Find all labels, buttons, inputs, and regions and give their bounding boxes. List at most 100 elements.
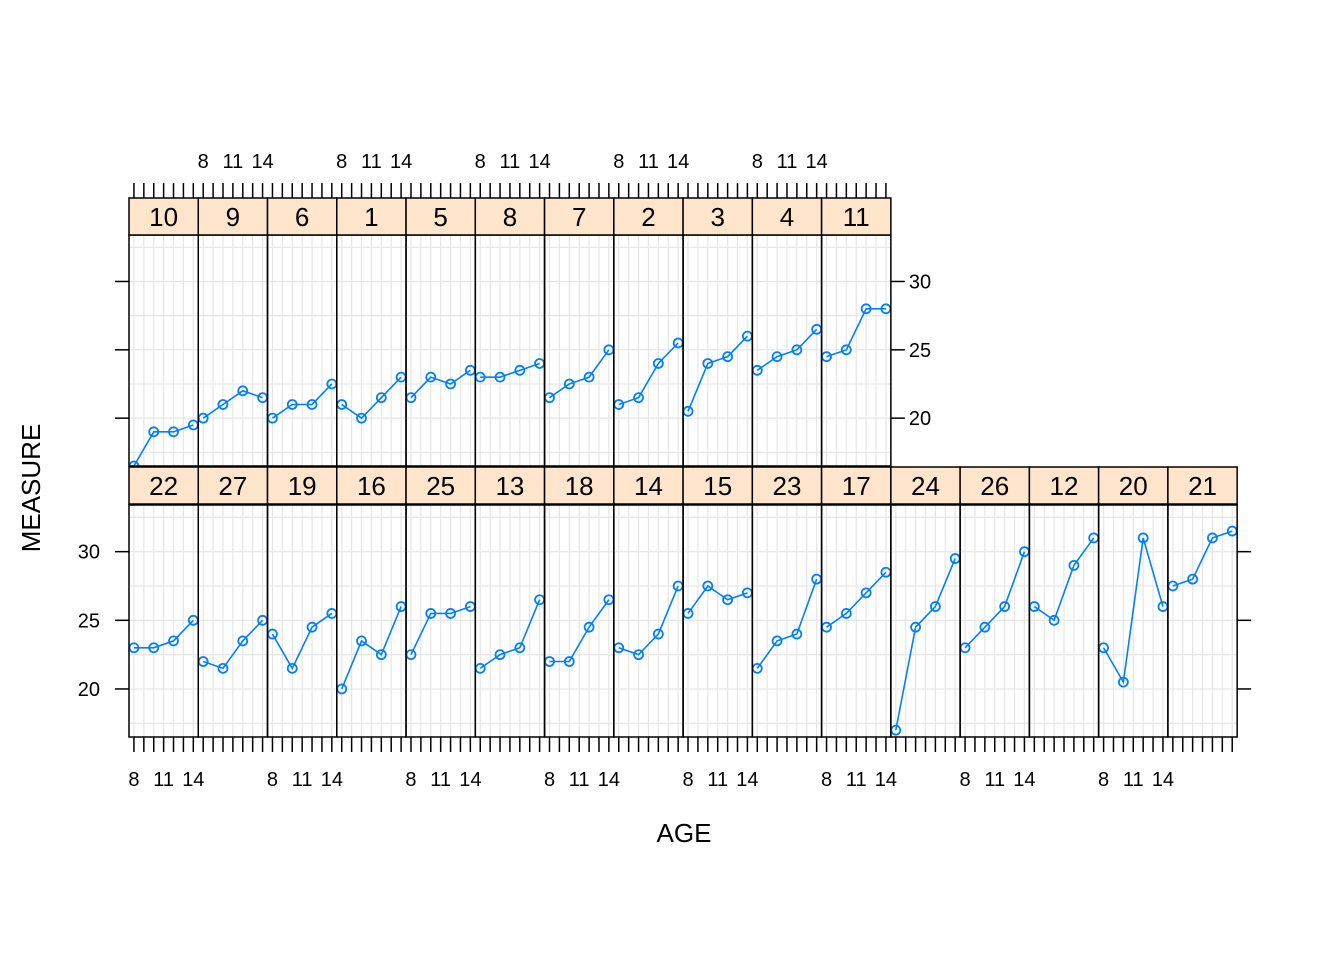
panel-22 — [128, 466, 200, 738]
x-tick-label: 11 — [569, 769, 590, 791]
y-tick-label: 25 — [909, 340, 931, 362]
series-line — [479, 599, 541, 670]
panel-strip — [128, 466, 200, 505]
series-line — [271, 612, 333, 671]
series-line — [756, 328, 818, 371]
x-tick-label: 11 — [777, 151, 798, 173]
data-point — [286, 662, 298, 674]
strip-label: 18 — [565, 471, 594, 501]
strip-label: 22 — [149, 471, 178, 501]
data-point — [1207, 532, 1218, 544]
y-tick-label: 30 — [78, 542, 100, 564]
strip-label: 2 — [641, 202, 655, 232]
series-line — [340, 606, 402, 690]
panel-20 — [1097, 466, 1169, 738]
strip-label: 11 — [843, 202, 870, 232]
x-axis-label: AGE — [657, 818, 712, 848]
strip-label: 7 — [572, 202, 586, 232]
strip-label: 15 — [703, 471, 732, 501]
data-point — [356, 635, 367, 647]
series-line — [687, 335, 748, 412]
data-point — [148, 426, 160, 438]
data-point — [1048, 614, 1060, 626]
x-tick-label: 11 — [638, 151, 659, 173]
data-point — [652, 628, 664, 640]
panel-strip — [1028, 466, 1100, 505]
data-point — [356, 412, 367, 424]
x-tick-label: 14 — [321, 769, 343, 791]
series-line — [1102, 537, 1164, 685]
data-point — [514, 364, 526, 376]
x-tick-label: 14 — [251, 151, 273, 173]
data-point — [840, 608, 852, 619]
series-line — [272, 383, 333, 419]
panel-strip — [474, 466, 546, 505]
data-point — [1137, 532, 1149, 544]
series-line — [895, 558, 956, 731]
x-tick-label: 14 — [182, 769, 204, 791]
x-tick-label: 14 — [875, 769, 897, 791]
series-line — [480, 362, 540, 378]
data-point — [445, 608, 456, 619]
data-point — [860, 303, 872, 315]
data-point — [633, 649, 644, 661]
panel-strip — [474, 197, 546, 236]
panel-2 — [613, 197, 684, 467]
series-line — [410, 605, 471, 655]
data-point — [1068, 560, 1080, 571]
series-line — [549, 599, 610, 663]
series-line — [410, 369, 471, 399]
series-line — [687, 584, 748, 614]
series-line — [202, 619, 264, 670]
x-tick-label: 8 — [613, 151, 624, 173]
data-point — [791, 628, 803, 640]
series-line — [618, 342, 679, 406]
panel-4 — [751, 197, 823, 467]
x-tick-label: 14 — [1013, 769, 1035, 791]
panel-strip — [128, 197, 200, 236]
panel-strip — [1097, 466, 1169, 505]
data-point — [771, 351, 783, 363]
strip-label: 19 — [288, 471, 317, 501]
x-tick-label: 11 — [846, 769, 867, 791]
x-tick-label: 11 — [500, 151, 521, 173]
data-point — [860, 587, 872, 599]
x-tick-label: 14 — [390, 151, 412, 173]
panel-19 — [266, 466, 338, 738]
panel-strip — [820, 466, 892, 505]
x-tick-label: 14 — [736, 769, 758, 791]
panel-6 — [266, 197, 338, 467]
panel-8 — [474, 197, 546, 467]
panel-strip — [682, 197, 754, 236]
x-tick-label: 8 — [198, 151, 209, 173]
strip-label: 20 — [1119, 471, 1148, 501]
x-tick-label: 8 — [1098, 769, 1109, 791]
x-tick-label: 14 — [806, 151, 828, 173]
data-point — [148, 642, 160, 654]
y-tick-label: 30 — [909, 271, 931, 293]
data-point — [375, 649, 387, 661]
data-point — [306, 399, 318, 410]
x-tick-label: 8 — [544, 769, 555, 791]
data-point — [1187, 573, 1199, 585]
x-tick-label: 11 — [430, 769, 451, 791]
panel-strip — [405, 466, 477, 505]
series-line — [1033, 537, 1095, 622]
series-line — [341, 376, 402, 420]
data-point — [306, 621, 318, 633]
strip-label: 16 — [357, 471, 386, 501]
strip-label: 25 — [426, 471, 455, 501]
x-tick-label: 11 — [292, 769, 313, 791]
series-line — [756, 578, 818, 669]
data-point — [1117, 676, 1129, 688]
panel-strip — [890, 466, 961, 505]
data-point — [840, 344, 852, 356]
panel-3 — [682, 197, 754, 467]
x-tick-label: 8 — [267, 769, 278, 791]
data-point — [217, 662, 229, 674]
panel-26 — [959, 466, 1031, 738]
x-tick-label: 11 — [1123, 769, 1144, 791]
panel-25 — [405, 466, 477, 738]
strip-label: 24 — [911, 471, 940, 501]
panel-7 — [543, 197, 615, 467]
